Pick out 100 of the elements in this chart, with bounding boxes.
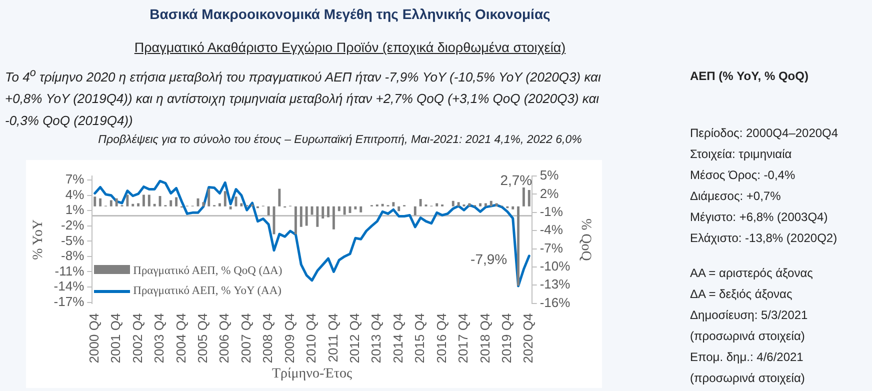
y2-tick-label: 5% <box>540 168 560 183</box>
bar <box>528 190 530 206</box>
text: ΑΑ = αριστερός άξονας <box>690 265 814 282</box>
x-tick-label: 2015 Q4 <box>412 313 428 364</box>
x-tick-label: 2001 Q4 <box>108 313 124 364</box>
y-tick-label: -17% <box>54 294 85 309</box>
x-tick-label: 2009 Q4 <box>282 313 297 364</box>
bar <box>132 204 134 206</box>
x-tick-label: 2003 Q4 <box>152 313 167 364</box>
bar <box>468 203 471 206</box>
bar <box>170 200 172 206</box>
x-tick-label: 2018 Q4 <box>477 313 492 364</box>
bar <box>148 194 150 206</box>
bar <box>278 188 281 206</box>
bar <box>294 206 297 234</box>
y-axis-title: % YoY <box>31 219 46 260</box>
x-tick-label: 2014 Q4 <box>390 313 406 364</box>
x-tick-label: 2002 Q4 <box>130 313 145 364</box>
bar <box>414 206 416 216</box>
y2-axis-title: % QoQ <box>578 218 593 261</box>
text: Περίοδος: 2000Q4–2020Q4 <box>690 125 840 142</box>
x-tick-label: 2008 Q4 <box>260 313 276 364</box>
y-tick-label: 4% <box>65 186 85 202</box>
chart-title: Βασικά Μακροοικονομικά Μεγέθη της Ελληνικής Οικονομίας <box>148 6 552 22</box>
text: ΔΑ = δεξιός άξονας <box>690 286 794 303</box>
text: Το 4$^{ο}$ τρίμηνο 2020 η ετήσια μεταβολή του πραγματικού ΑΕΠ ήταν -7,9% YoY (-10,5% YoY (2020Q3) και +0,8% YoY (2019Q4)) και η αντίστοιχη τριμηνιαία μεταβολή ήταν +2,7% QoQ (+3,1% QoQ (2020Q3) και -0,3% QoQ (2019Q4)) <box>5 66 601 130</box>
bar <box>436 203 438 206</box>
bar <box>490 200 492 206</box>
x-axis-title: Τρίμηνο-Έτος <box>272 366 352 382</box>
y-tick-label: -14% <box>54 278 85 294</box>
y2-tick-label: -1% <box>540 204 564 219</box>
bar <box>305 206 308 226</box>
text: Διάμεσος: +0,7% <box>690 188 782 205</box>
bar <box>175 197 178 206</box>
x-tick-label: 2020 Q4 <box>520 313 536 364</box>
bar <box>142 194 145 206</box>
x-tick-label: 2019 Q4 <box>499 313 514 364</box>
y2-tick-label: -7% <box>540 240 564 256</box>
bar <box>208 188 210 206</box>
x-tick-label: 2007 Q4 <box>238 313 254 364</box>
bar <box>115 198 118 206</box>
bar <box>316 206 319 227</box>
text: Μέγιστο: +6,8% (2003Q4) <box>690 209 829 226</box>
x-tick-label: 2006 Q4 <box>216 313 232 364</box>
bar <box>495 203 498 206</box>
bar <box>392 202 395 206</box>
y-tick-label: -5% <box>61 232 85 248</box>
bar <box>522 188 525 206</box>
y-tick-label: -11% <box>54 263 85 278</box>
bar <box>354 206 357 210</box>
x-tick-label: 2010 Q4 <box>304 313 319 364</box>
bar <box>398 206 400 212</box>
bar <box>419 199 422 206</box>
bar <box>224 191 226 206</box>
text: ΑΕΠ (% YoY, % QoQ) <box>690 68 810 85</box>
x-tick-label: 2011 Q4 <box>325 313 340 362</box>
y-tick-label: 7% <box>65 172 85 187</box>
x-tick-label: 2005 Q4 <box>195 313 210 364</box>
x-tick-label: 2013 Q4 <box>368 313 384 364</box>
data-label: 2,7% <box>500 172 532 188</box>
bar <box>267 206 270 216</box>
bar <box>332 206 335 230</box>
bar <box>137 203 140 206</box>
bar <box>322 206 324 218</box>
bar <box>99 198 102 206</box>
bar <box>484 203 487 206</box>
text: Επομ. δημ.: 4/6/2021 (προσωρινά στοιχεία) <box>690 349 806 387</box>
bar <box>202 202 205 206</box>
text: Δημοσίευση: 5/3/2021 (προσωρινά στοιχεία) <box>690 307 809 345</box>
bar <box>327 206 330 218</box>
y2-tick-label: -4% <box>540 222 564 238</box>
bar <box>457 202 460 206</box>
text: Στοιχεία: τριμηνιαία <box>690 146 793 163</box>
bar <box>479 203 482 206</box>
legend-label: Πραγματικό ΑΕΠ, % YoY (ΑΑ) <box>132 284 282 300</box>
bar <box>343 206 346 215</box>
y2-tick-label: -13% <box>540 276 571 292</box>
y-tick-label: 1% <box>65 202 85 218</box>
y-tick-label: -8% <box>61 248 85 264</box>
bar <box>381 204 384 206</box>
y2-tick-label: -10% <box>540 258 571 274</box>
bar <box>452 200 454 206</box>
bar <box>153 204 156 206</box>
bar <box>512 206 514 210</box>
bar <box>229 206 232 210</box>
bar <box>94 196 96 206</box>
bar <box>517 206 520 286</box>
bar <box>218 203 221 206</box>
bar <box>110 200 112 206</box>
text: Μέσος Όρος: -0,4% <box>690 167 796 184</box>
data-label: -7,9% <box>470 250 508 267</box>
x-tick-label: 2000 Q4 <box>86 313 102 364</box>
y2-tick-label: 2% <box>540 186 560 201</box>
bar <box>126 194 129 206</box>
y-tick-label: -2% <box>61 217 85 232</box>
text: Προβλέψεις για το σύνολο του έτους – Ευρωπαϊκή Επιτροπή, Μαι-2021: 2021 4,1%, 2022 6,0% <box>97 134 583 146</box>
bar <box>300 206 302 227</box>
x-tick-label: 2012 Q4 <box>347 313 362 364</box>
text: Ελάχιστο: -13,8% (2020Q2) <box>690 230 838 247</box>
bar <box>338 206 340 212</box>
